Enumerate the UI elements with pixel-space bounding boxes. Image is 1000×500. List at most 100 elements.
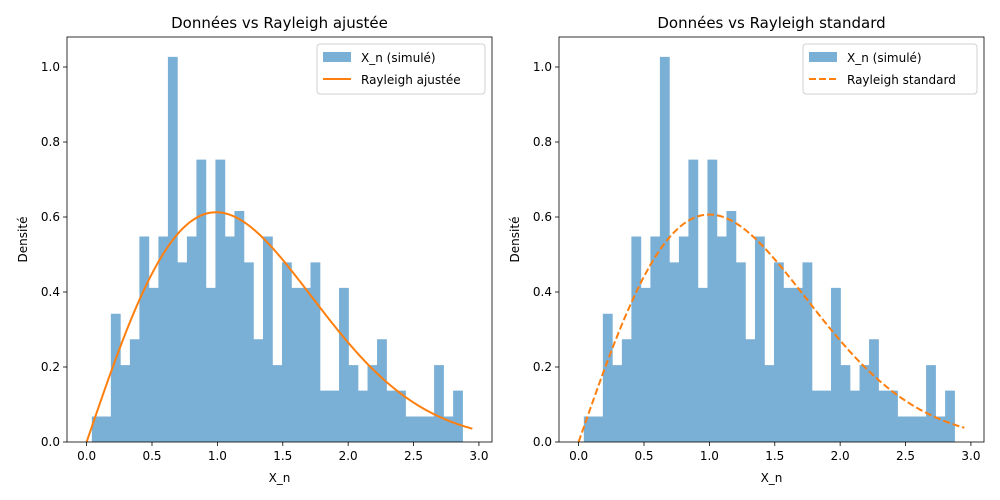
histogram-bar [907,416,917,442]
histogram-bar [215,159,226,442]
histogram-bar [859,365,870,442]
y-axis-label: Densité [16,217,30,263]
histogram-bar [631,236,642,442]
histogram-bar [243,262,254,442]
histogram-bar [110,313,121,442]
legend-label-histogram: X_n (simulé) [361,51,436,65]
y-tick-label: 1.0 [41,60,60,74]
x-axis-label: X_n [761,471,783,485]
histogram-bar [120,365,131,442]
histogram-bar [764,365,775,442]
histogram-bar [281,262,292,442]
histogram-bar [224,236,235,442]
histogram-bar [424,416,435,442]
chart-title: Données vs Rayleigh ajustée [171,14,388,32]
histogram-bar [612,365,623,442]
histogram-bar [434,365,444,442]
histogram-bar [196,159,207,442]
legend-box [316,43,486,95]
histogram-bar [716,236,727,442]
histogram-bar [101,416,112,442]
rayleigh-curve [577,213,965,443]
histogram-bar [850,390,860,442]
histogram-bar [640,287,651,442]
histogram-bar [583,416,594,442]
y-tick-label: 0.2 [533,360,552,374]
histogram-bar [234,211,245,442]
legend-label-curve: Rayleigh standard [847,73,956,87]
y-tick-label: 1.0 [533,60,552,74]
histogram-bar [329,390,340,442]
histogram-bar [669,262,680,442]
y-tick-label: 0.4 [533,285,552,299]
histogram-bar [802,262,813,442]
histogram-bar [177,262,188,442]
histogram-bar [602,313,613,442]
x-tick-label: 0.5 [142,449,161,463]
histogram-bar [945,390,955,442]
histogram-bar [300,287,311,442]
histogram-bar [272,365,283,442]
subplot-left: 0.0 0.5 1.0 1.5 2.0 2.5 3.0 0.0 0.2 0.4 0.6 0.8 1.0 D… [16,14,493,485]
histogram-bar [735,262,746,442]
chart-title: Données vs Rayleigh standard [657,14,885,32]
histogram-bars [91,56,463,442]
x-tick-label: 2.5 [404,449,423,463]
histogram-bar [697,287,708,442]
histogram-bar [291,287,302,442]
histogram-bar [320,390,330,442]
y-tick-label: 0.0 [533,435,552,449]
legend-swatch-histogram [809,52,837,62]
histogram-bar [621,339,632,442]
axes-frame [558,36,985,443]
histogram-bar [386,390,397,442]
y-tick-label: 0.6 [41,210,60,224]
histogram-bar [396,390,406,442]
x-tick-label: 3.0 [961,449,980,463]
histogram-bar [650,236,661,442]
histogram-bar [926,365,936,442]
histogram-bar [405,416,416,442]
histogram-bar [707,159,718,442]
histogram-bar [129,339,140,442]
y-tick-label: 0.8 [41,135,60,149]
histogram-bar [726,211,737,442]
x-tick-label: 1.5 [765,449,784,463]
histogram-bar [659,56,670,442]
histogram-bar [158,236,169,442]
legend-swatch-histogram [323,52,351,62]
x-tick-label: 2.0 [339,449,358,463]
histogram-bar [869,339,879,442]
histogram-bar [745,339,756,442]
histogram-bar [792,287,803,442]
histogram-bar [688,159,699,442]
y-tick-label: 0.0 [41,435,60,449]
x-tick-label: 0.0 [77,449,96,463]
histogram-bar [935,416,946,442]
histogram-bar [358,390,368,442]
histogram-bar [593,416,604,442]
subplot-right: 0.0 0.5 1.0 1.5 2.0 2.5 3.0 0.0 0.2 0.4 0.6 0.8 1.0 D… [508,14,985,485]
histogram-bar [348,365,359,442]
histogram-bar [821,390,832,442]
y-tick-label: 0.2 [41,360,60,374]
histogram-bar [773,262,784,442]
x-tick-label: 2.5 [896,449,915,463]
legend: X_n (simulé) Rayleigh standard [802,43,978,95]
x-tick-label: 1.0 [700,449,719,463]
legend-label-histogram: X_n (simulé) [847,51,922,65]
y-tick-label: 0.6 [533,210,552,224]
x-tick-label: 0.5 [634,449,653,463]
histogram-bar [262,236,273,442]
histogram-bar [310,262,321,442]
rayleigh-curve [85,211,473,443]
legend-label-curve: Rayleigh ajustée [361,73,461,87]
histogram-bar [897,416,908,442]
histogram-bar [783,287,794,442]
y-axis-label: Densité [508,217,522,263]
x-tick-label: 3.0 [469,449,488,463]
histogram-bar [367,365,378,442]
histogram-bar [186,236,197,442]
legend: X_n (simulé) Rayleigh ajustée [316,43,486,95]
